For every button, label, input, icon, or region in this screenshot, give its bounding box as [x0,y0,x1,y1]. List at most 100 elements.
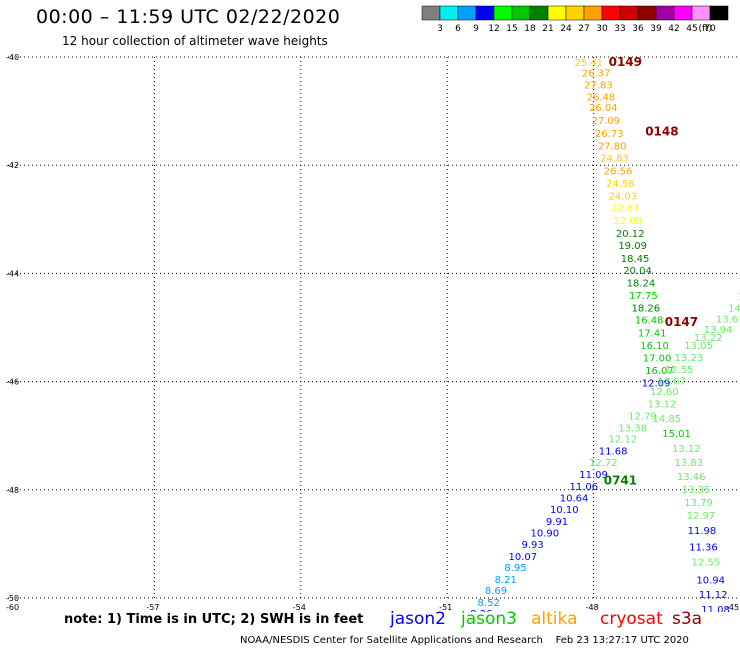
longitude-label: -54 [293,603,306,612]
wave-height-value: 24.56 [606,179,635,190]
wave-height-value: 16.48 [635,316,664,327]
wave-height-value: 12.79 [628,411,657,422]
wave-height-value: 17.00 [643,354,672,365]
footer-credit: NOAA/NESDIS Center for Satellite Applica… [240,635,689,646]
wave-height-value: 10.94 [696,575,725,586]
pass-time-label: 0148 [645,124,678,138]
wave-height-value: 8.21 [495,575,517,586]
wave-height-value: 8.52 [478,598,500,609]
legend-s3a: s3a [672,609,703,629]
longitude-label: -60 [6,603,19,612]
wave-height-value: 11.68 [599,447,628,458]
legend-altika: altika [531,609,578,629]
wave-height-value: 14.75 [728,303,740,314]
wave-height-value: 12.55 [692,558,721,569]
colorbar-tick-label: 30 [596,24,608,34]
wave-height-value: 18.26 [631,303,660,314]
wave-height-value: 12.55 [665,365,694,376]
wave-height-value: 24.83 [600,153,629,164]
colorbar-tick-label: 12 [488,24,499,34]
wave-height-value: 14.53 [738,292,740,303]
colorbar-tick-label: 15 [506,24,517,34]
wave-height-value: 25.41 [574,58,603,69]
longitude-label: -57 [146,603,159,612]
latitude-label: -40 [6,53,19,62]
colorbar-tick-label: 27 [578,24,589,34]
wave-height-value: 17.75 [629,291,658,302]
colorbar-tick-label: 42 [668,24,679,34]
wave-height-value: 18.24 [627,278,656,289]
altimeter-map: -40 -42 -44 -46 -48 -50-60 -57 -54 -51 -48 -45 25.4… [6,53,740,612]
wave-height-value: 11.98 [688,526,717,537]
wave-height-value: 8.69 [485,586,507,597]
colorbar-tick-label: 21 [542,24,553,34]
wave-height-value: 12.12 [609,435,638,446]
colorbar-tick-label: 24 [560,24,572,34]
wave-height-value: 27.80 [598,142,627,153]
pass-time-label: 0149 [609,55,642,69]
wave-height-value: 12.72 [589,458,618,469]
map-title: 00:00 – 11:59 UTC 02/22/2020 [36,6,341,28]
latitude-label: -42 [6,161,19,170]
map-subtitle: 12 hour collection of altimeter wave hei… [62,34,328,48]
legend-jason3: jason3 [461,609,517,629]
wave-height-value: 10.10 [550,505,579,516]
legend-note: note: 1) Time is in UTC; 2) SWH is in fe… [64,612,364,627]
wave-height-value: 13.83 [674,458,703,469]
colorbar-tick-label: 3 [437,24,443,34]
colorbar-tick-label: 70 [704,24,716,34]
wave-height-value: 26.04 [589,103,618,114]
latitude-label: -48 [6,486,19,495]
wave-height-value: 13.61 [716,315,740,326]
wave-height-value: 13.38 [618,423,647,434]
wave-height-value: 14.85 [652,414,681,425]
wave-height-value: 11.12 [699,590,728,601]
wave-height-value: 10.90 [530,528,559,539]
wave-height-value: 22.08 [613,216,642,227]
wave-height-value: 10.07 [509,552,538,563]
colorbar-tick-label: 36 [632,24,644,34]
wave-height-value: 9.93 [521,540,543,551]
longitude-label: -48 [586,603,599,612]
wave-height-value: 13.05 [684,341,713,352]
latitude-label: -44 [6,269,19,278]
wave-height-value: 11.36 [689,542,718,553]
wave-height-value: 8.95 [504,563,526,574]
wave-height-value: 20.04 [623,266,652,277]
wave-height-value: 13.94 [704,325,733,336]
footer-agency: NOAA/NESDIS Center for Satellite Applica… [240,635,543,646]
wave-height-value: 16.07 [645,366,674,377]
wave-height-value: 11.08 [701,605,730,612]
wave-height-value: 12.97 [687,511,716,522]
wave-height-value: 16.10 [640,341,669,352]
wave-height-value: 12.60 [650,387,679,398]
wave-height-value: 9.91 [546,517,568,528]
wave-height-value: 26.56 [604,166,633,177]
legend-cryosat: cryosat [600,609,663,629]
longitude-label: -51 [439,603,452,612]
wave-height-value: 26.37 [582,68,611,79]
wave-height-value: 19.09 [618,241,647,252]
graticule [8,56,740,599]
footer-timestamp: Feb 23 13:27:17 UTC 2020 [555,635,689,646]
wave-height-value: 13.12 [648,400,677,411]
wave-height-value: 24.03 [609,191,638,202]
pass-time-label: 0147 [665,315,698,329]
wave-height-value: 13.23 [674,353,703,364]
wave-height-value: 20.12 [616,229,645,240]
wave-height-value: 13.12 [672,444,701,455]
latitude-label: -50 [6,594,19,603]
colorbar-tick-label: 9 [473,24,479,34]
wave-height-value: 18.45 [621,254,650,265]
wave-height-value: 13.79 [684,498,713,509]
wave-height-value: 13.35 [682,485,711,496]
wave-height-value: 12.67 [657,376,686,387]
colorbar-swatch [709,5,729,21]
wave-height-value: 27.09 [591,116,620,127]
wave-height-value: 12.09 [642,378,671,389]
colorbar-tick-label: 18 [524,24,536,34]
wave-height-value: 26.73 [595,129,624,140]
colorbar-tick-label: 33 [614,24,625,34]
pass-time-label: 0741 [604,473,637,487]
colorbar-unit-label: (ft) [698,24,712,34]
